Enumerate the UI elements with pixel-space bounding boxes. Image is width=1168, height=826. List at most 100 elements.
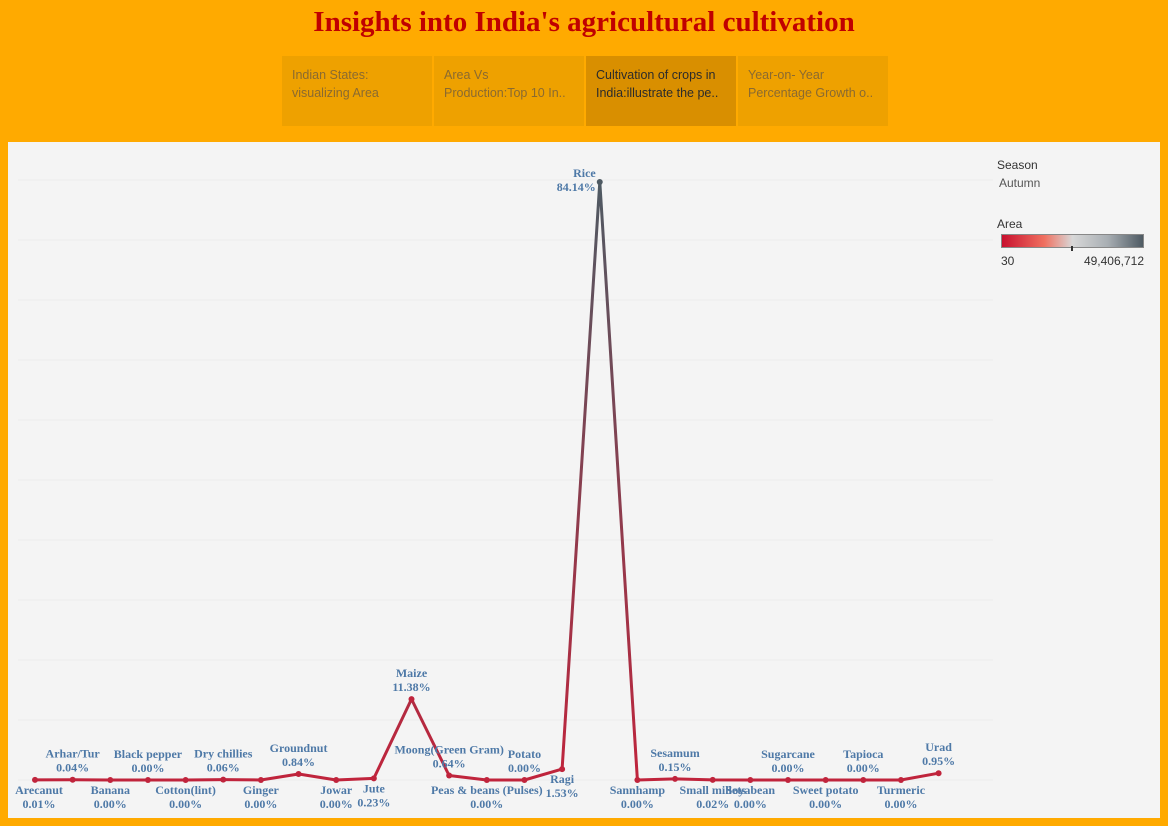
category-label: Sesamum: [650, 746, 699, 760]
value-label: 0.00%: [94, 797, 127, 811]
value-label: 0.06%: [207, 761, 240, 775]
category-label: Banana: [91, 783, 130, 797]
category-label: Arecanut: [15, 783, 63, 797]
value-label: 84.14%: [557, 180, 596, 194]
data-point[interactable]: [257, 777, 264, 783]
data-point[interactable]: [521, 777, 528, 783]
category-label: Arhar/Tur: [46, 747, 101, 761]
value-label: 0.00%: [131, 761, 164, 775]
category-label: Urad: [925, 740, 952, 754]
data-point[interactable]: [897, 777, 904, 783]
value-label: 11.38%: [392, 680, 430, 694]
tab-indian-states[interactable]: Indian States: visualizing Area: [282, 56, 432, 126]
category-label: Dry chillies: [194, 747, 253, 761]
value-label: 0.00%: [884, 797, 917, 811]
area-legend-min: 30: [1001, 254, 1015, 268]
data-point[interactable]: [220, 776, 227, 783]
category-label: Jowar: [320, 783, 353, 797]
category-label: Cotton(lint): [155, 783, 216, 797]
value-label: 0.95%: [922, 754, 955, 768]
data-point[interactable]: [182, 777, 189, 783]
data-point[interactable]: [144, 777, 151, 783]
data-points: [32, 179, 942, 783]
season-legend-value[interactable]: Autumn: [999, 176, 1041, 190]
data-point[interactable]: [672, 775, 679, 782]
tab-label-line1: Indian States:: [292, 68, 369, 82]
dashboard-title: Insights into India's agricultural culti…: [313, 6, 855, 38]
data-point[interactable]: [860, 777, 867, 783]
category-label: Black pepper: [114, 747, 183, 761]
tab-label-line2: visualizing Area: [292, 86, 379, 100]
data-point[interactable]: [596, 179, 603, 185]
season-legend-title: Season: [997, 158, 1038, 172]
category-label: Peas & beans (Pulses): [431, 783, 543, 797]
area-legend-title: Area: [997, 217, 1023, 231]
data-point[interactable]: [559, 766, 566, 773]
chart-panel: Arecanut 0.01% Arhar/Tur 0.04% Banana 0.00% Bl…: [8, 142, 1160, 818]
line-chart: Arecanut0.01%Arhar/Tur0.04%Banana0.00%Bl…: [15, 166, 993, 811]
value-label: 0.00%: [320, 797, 353, 811]
category-label: Tapioca: [843, 747, 883, 761]
tab-area-vs-production[interactable]: Area Vs Production:Top 10 In..: [434, 56, 584, 126]
tab-label-line1: Area Vs: [444, 68, 489, 82]
category-label: Potato: [508, 747, 541, 761]
value-label: 0.00%: [734, 797, 767, 811]
data-labels: Arecanut0.01%Arhar/Tur0.04%Banana0.00%Bl…: [15, 166, 955, 811]
tab-label-line2: Percentage Growth o..: [748, 86, 874, 100]
category-label: Moong(Green Gram): [394, 742, 503, 756]
series-line: [34, 180, 939, 782]
value-label: 0.00%: [244, 797, 277, 811]
value-label: 0.64%: [433, 756, 466, 770]
data-point[interactable]: [295, 771, 302, 778]
gridlines: [18, 179, 993, 781]
category-label: Small millets: [680, 783, 747, 797]
value-label: 0.00%: [470, 797, 503, 811]
data-point[interactable]: [370, 775, 377, 782]
data-point[interactable]: [785, 777, 791, 783]
category-label: Sannhamp: [610, 783, 666, 797]
tab-cultivation-of-crops[interactable]: Cultivation of crops in India:illustrate…: [586, 56, 736, 126]
value-label: 1.53%: [546, 786, 579, 800]
data-point[interactable]: [408, 696, 415, 703]
area-legend-marker: [1071, 246, 1073, 251]
value-label: 0.00%: [847, 761, 880, 775]
value-label: 0.15%: [659, 760, 692, 774]
data-point[interactable]: [634, 777, 641, 783]
value-label: 0.04%: [56, 761, 89, 775]
category-label: Rice: [573, 166, 596, 180]
tab-label-line2: Production:Top 10 In..: [444, 86, 566, 100]
value-label: 0.00%: [772, 761, 805, 775]
value-label: 0.00%: [508, 761, 541, 775]
tab-year-on-year-growth[interactable]: Year-on- Year Percentage Growth o..: [738, 56, 888, 126]
story-tabs: Indian States: visualizing Area Area Vs …: [282, 56, 888, 126]
data-point[interactable]: [107, 777, 114, 783]
data-point[interactable]: [709, 776, 716, 783]
data-point[interactable]: [32, 776, 38, 783]
tab-label-line2: India:illustrate the pe..: [596, 86, 719, 100]
value-label: 0.00%: [169, 797, 202, 811]
data-point[interactable]: [69, 776, 76, 783]
category-label: Sugarcane: [761, 747, 815, 761]
category-label: Turmeric: [877, 783, 926, 797]
data-point[interactable]: [822, 777, 829, 783]
tab-label-line1: Year-on- Year: [748, 68, 824, 82]
category-label: Jute: [363, 781, 386, 795]
data-point[interactable]: [333, 777, 340, 783]
area-legend-max: 49,406,712: [1083, 254, 1144, 268]
category-label: Maize: [396, 666, 428, 680]
tab-label-line1: Cultivation of crops in: [596, 68, 716, 82]
category-label: Sweet potato: [793, 783, 859, 797]
value-label: 0.00%: [809, 797, 842, 811]
category-label: Soyabean: [726, 783, 776, 797]
data-point[interactable]: [747, 777, 754, 783]
category-label: Groundnut: [270, 741, 328, 755]
data-point[interactable]: [446, 772, 453, 779]
data-point[interactable]: [483, 777, 490, 783]
value-label: 0.01%: [23, 797, 56, 811]
value-label: 0.23%: [357, 795, 390, 809]
category-label: Ragi: [550, 772, 575, 786]
data-point[interactable]: [935, 770, 942, 777]
value-label: 0.02%: [696, 797, 729, 811]
category-label: Ginger: [243, 783, 280, 797]
value-label: 0.84%: [282, 755, 315, 769]
